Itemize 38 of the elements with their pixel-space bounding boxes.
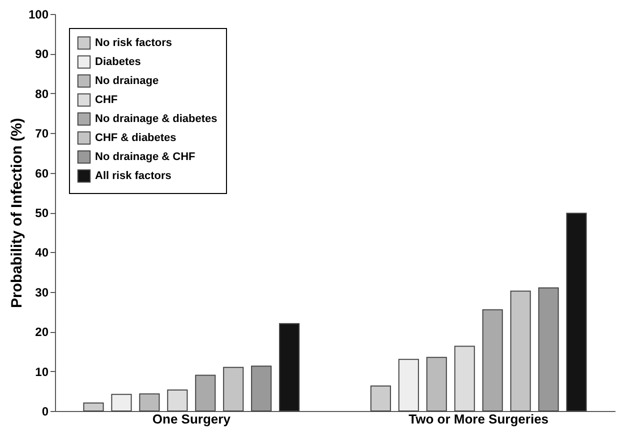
y-tick-label: 100: [28, 8, 49, 22]
y-tick-label: 10: [35, 364, 49, 379]
bar: [83, 402, 104, 412]
bar: [195, 374, 216, 412]
legend-label: All risk factors: [95, 170, 172, 182]
bar: [223, 366, 244, 412]
legend-label: No drainage: [95, 75, 159, 87]
bar: [538, 287, 559, 412]
y-tick-label: 20: [35, 325, 49, 340]
legend-label: No drainage & diabetes: [95, 113, 218, 125]
y-tick-label: 50: [35, 206, 49, 220]
y-tick-label: 80: [35, 86, 49, 101]
legend-label: No drainage & CHF: [95, 151, 196, 163]
bar: [454, 346, 475, 412]
y-tick-label: 90: [35, 47, 49, 62]
bar: [426, 356, 447, 412]
bar: [482, 309, 503, 412]
bar: [139, 393, 160, 412]
bar: [370, 385, 391, 412]
bar: [279, 323, 300, 412]
legend-label: CHF: [95, 94, 118, 106]
legend-label: Diabetes: [95, 56, 141, 68]
x-tick-label: Two or More Surgeries: [408, 412, 549, 426]
legend-label: No risk factors: [95, 37, 172, 49]
bar: [510, 290, 531, 412]
bar: [111, 394, 132, 412]
y-tick-label: 30: [35, 285, 49, 300]
y-tick-label: 0: [42, 404, 49, 418]
y-tick-label: 40: [35, 246, 49, 260]
x-tick-label: One Surgery: [152, 412, 232, 426]
bar: [251, 366, 272, 412]
legend-label: CHF & diabetes: [95, 132, 176, 144]
bar: [167, 389, 188, 412]
y-tick-label: 60: [35, 166, 49, 180]
bar: [398, 358, 419, 412]
y-axis-title: Probability of Infection (%): [8, 118, 26, 308]
bar: [566, 212, 587, 412]
y-tick-label: 70: [35, 126, 49, 141]
